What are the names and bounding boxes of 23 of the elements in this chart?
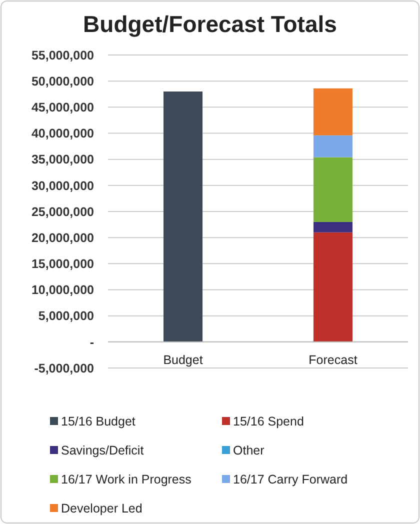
y-tick-label: 5,000,000	[38, 309, 94, 324]
y-tick-label: 30,000,000	[31, 178, 94, 193]
y-tick-label: 40,000,000	[31, 126, 94, 141]
chart-title: Budget/Forecast Totals	[83, 11, 337, 37]
x-tick-label: Forecast	[308, 352, 358, 367]
y-tick-label: 20,000,000	[31, 230, 94, 245]
y-tick-label: 10,000,000	[31, 283, 94, 298]
x-tick-label: Budget	[163, 352, 204, 367]
legend-label: Savings/Deficit	[61, 443, 144, 458]
y-tick-label: 35,000,000	[31, 152, 94, 167]
legend-label: Other	[233, 443, 264, 458]
y-tick-label: 15,000,000	[31, 257, 94, 272]
legend-label: 16/17 Work in Progress	[61, 472, 192, 486]
legend-label: 15/16 Budget	[61, 414, 136, 428]
y-tick-label: 25,000,000	[31, 204, 94, 219]
y-tick-label: -5,000,000	[34, 361, 94, 376]
legend-label: 16/17 Carry Forward	[233, 472, 348, 486]
legend-label: Developer Led	[61, 501, 142, 516]
y-tick-label: 50,000,000	[31, 74, 94, 88]
y-tick-label: 45,000,000	[31, 100, 94, 115]
legend-label: 15/16 Spend	[233, 414, 304, 428]
y-tick-label: -	[90, 335, 94, 350]
y-tick-label: 55,000,000	[31, 48, 94, 62]
